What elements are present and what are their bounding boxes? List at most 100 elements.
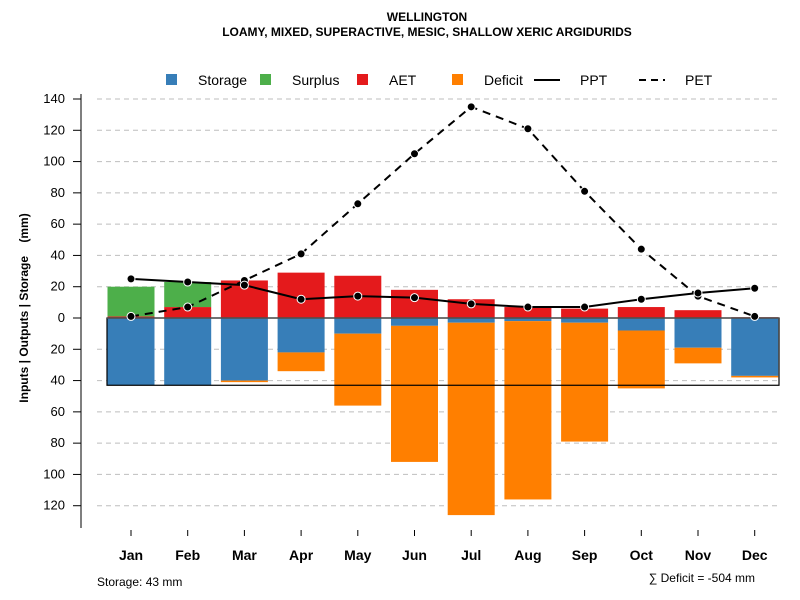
bar-storage <box>391 318 438 326</box>
pet-point <box>466 102 476 112</box>
bar-storage <box>617 318 665 331</box>
x-tick-label: Mar <box>232 547 257 563</box>
bar-storage <box>107 318 155 386</box>
lines <box>126 102 760 321</box>
y-tick-label: 0 <box>58 310 65 325</box>
gridlines <box>97 98 780 507</box>
ppt-point <box>466 299 476 309</box>
y-tick-label: 80 <box>51 435 65 450</box>
x-tick-label: Sep <box>572 547 598 563</box>
y-tick-label: 20 <box>51 341 65 356</box>
legend-swatch-surplus <box>260 74 271 85</box>
ppt-point <box>580 302 590 312</box>
bar-deficit <box>504 321 552 500</box>
bar-storage <box>504 318 552 322</box>
bar-aet <box>504 307 552 318</box>
bar-deficit <box>617 330 665 389</box>
x-tick-label: Dec <box>742 547 768 563</box>
chart-subtitle: LOAMY, MIXED, SUPERACTIVE, MESIC, SHALLO… <box>222 25 632 39</box>
y-axis-title: Inputs | Outputs | Storage (mm) <box>17 213 31 402</box>
y-tick-label: 40 <box>51 373 65 388</box>
bar-storage <box>561 318 609 323</box>
bar-deficit <box>674 347 722 364</box>
ppt-point <box>183 277 193 287</box>
y-tick-label: 80 <box>51 185 65 200</box>
pet-point <box>580 186 590 196</box>
bar-aet <box>617 307 665 318</box>
legend: Storage Surplus AET Deficit PPT PET <box>166 72 713 88</box>
bar-storage <box>731 318 779 376</box>
y-tick-label: 60 <box>51 216 65 231</box>
pet-point <box>353 199 363 209</box>
x-axis: Jan Feb Mar Apr May Jun Jul Aug Sep Oct Nov Dec <box>119 530 768 563</box>
storage-note: Storage: 43 mm <box>97 575 182 589</box>
bar-aet <box>674 310 722 318</box>
ppt-point <box>636 294 646 304</box>
bar-deficit <box>220 380 268 383</box>
x-tick-label: Jan <box>119 547 143 563</box>
y-tick-label: 40 <box>51 247 65 262</box>
bar-deficit <box>277 352 325 372</box>
x-tick-label: Jun <box>402 547 427 563</box>
ppt-line <box>130 277 755 309</box>
bar-aet <box>164 307 212 318</box>
pet-line <box>130 105 756 318</box>
y-axis: 140 120 100 80 60 40 20 0 20 40 60 80 100 120 <box>43 91 82 528</box>
legend-label-surplus: Surplus <box>292 72 339 88</box>
bar-storage <box>164 318 212 386</box>
ppt-point <box>410 293 419 303</box>
legend-swatch-aet <box>357 74 368 85</box>
bar-deficit <box>334 333 382 406</box>
y-tick-label: 100 <box>43 466 65 481</box>
bar-aet <box>561 308 609 318</box>
x-tick-label: Apr <box>289 547 314 563</box>
bar-storage <box>220 318 268 381</box>
bar-storage <box>334 318 382 334</box>
ppt-point <box>750 283 760 293</box>
pet-point <box>296 249 306 259</box>
pet-point <box>183 302 193 312</box>
x-tick-label: Feb <box>175 547 200 563</box>
ppt-point <box>239 280 249 290</box>
legend-label-deficit: Deficit <box>484 72 523 88</box>
bar-deficit <box>447 322 495 516</box>
ppt-point <box>353 291 363 301</box>
ppt-point <box>296 294 306 304</box>
y-tick-label: 140 <box>43 91 65 106</box>
pet-point <box>750 311 760 321</box>
legend-label-storage: Storage <box>198 72 247 88</box>
x-tick-label: Jul <box>461 547 481 563</box>
chart-title: WELLINGTON <box>387 10 467 24</box>
ppt-point <box>523 302 533 312</box>
pet-point <box>636 244 646 254</box>
ppt-point <box>126 274 136 284</box>
legend-label-pet: PET <box>685 72 713 88</box>
bar-deficit <box>731 375 779 378</box>
y-tick-label: 120 <box>43 122 65 137</box>
legend-swatch-storage <box>166 74 177 85</box>
x-tick-label: Aug <box>514 547 541 563</box>
bar-storage <box>277 318 325 353</box>
bars <box>106 272 780 516</box>
y-tick-label: 60 <box>51 404 65 419</box>
bar-surplus <box>107 286 155 317</box>
x-tick-label: Oct <box>630 547 654 563</box>
bar-storage <box>447 318 495 323</box>
bar-deficit <box>561 322 609 442</box>
x-tick-label: Nov <box>685 547 712 563</box>
pet-point <box>126 311 136 321</box>
bar-deficit <box>391 325 438 462</box>
y-tick-label: 100 <box>43 154 65 169</box>
pet-point <box>523 124 533 134</box>
legend-label-ppt: PPT <box>580 72 608 88</box>
bar-storage <box>674 318 722 348</box>
legend-label-aet: AET <box>389 72 417 88</box>
y-tick-label: 20 <box>51 279 65 294</box>
legend-swatch-deficit <box>452 74 463 85</box>
x-tick-label: May <box>344 547 371 563</box>
ppt-point <box>693 288 703 298</box>
deficit-note: ∑ Deficit = -504 mm <box>649 571 755 585</box>
pet-point <box>410 149 419 159</box>
y-tick-label: 120 <box>43 498 65 513</box>
